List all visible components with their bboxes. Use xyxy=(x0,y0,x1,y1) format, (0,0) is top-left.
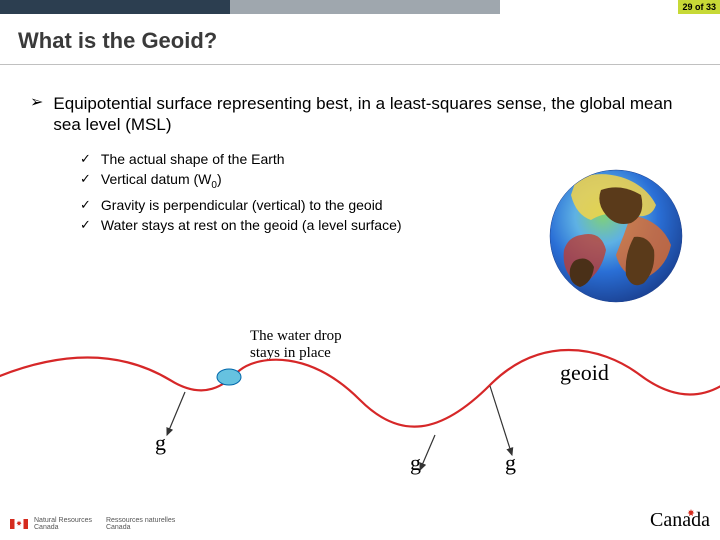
gravity-arrow xyxy=(420,435,435,470)
topbar-segment-dark xyxy=(0,0,230,14)
canada-wordmark: Canada xyxy=(650,509,710,532)
nrcan-text-fr: Ressources naturelles Canada xyxy=(106,517,175,532)
sub-text-part: Vertical datum (W xyxy=(101,171,211,187)
sub-bullet-text: Water stays at rest on the geoid (a leve… xyxy=(101,216,402,234)
sub-bullet-text: Vertical datum (W0) xyxy=(101,170,222,195)
check-icon: ✓ xyxy=(80,196,91,214)
content-area: ➢ Equipotential surface representing bes… xyxy=(0,65,720,234)
nrcan-line: Natural Resources xyxy=(34,517,92,525)
nrcan-line: Canada xyxy=(34,524,92,532)
check-icon: ✓ xyxy=(80,150,91,168)
arrow-bullet-icon: ➢ xyxy=(30,93,43,113)
title-area: What is the Geoid? xyxy=(0,14,720,64)
check-icon: ✓ xyxy=(80,170,91,188)
globe-illustration xyxy=(546,165,686,307)
sub-bullet-text: The actual shape of the Earth xyxy=(101,150,285,168)
wordmark-flag-icon xyxy=(685,508,697,520)
canada-flag-icon xyxy=(10,519,28,529)
top-bar: 29 of 33 xyxy=(0,0,720,14)
gravity-arrow xyxy=(167,392,185,435)
geoid-curve xyxy=(0,350,720,427)
slide-title: What is the Geoid? xyxy=(18,28,702,54)
topbar-segment-grey xyxy=(230,0,500,14)
page-counter: 29 of 33 xyxy=(678,0,720,14)
nrcan-line: Ressources naturelles xyxy=(106,517,175,525)
nrcan-text-en: Natural Resources Canada xyxy=(34,517,92,532)
gravity-arrows xyxy=(167,386,512,470)
nrcan-line: Canada xyxy=(106,524,175,532)
water-drop-icon xyxy=(217,369,241,385)
gravity-arrow xyxy=(490,386,512,455)
sub-text-part: ) xyxy=(217,171,222,187)
sub-bullet-text: Gravity is perpendicular (vertical) to t… xyxy=(101,196,383,214)
topbar-segment-white: 29 of 33 xyxy=(500,0,720,14)
check-icon: ✓ xyxy=(80,216,91,234)
main-bullet-text: Equipotential surface representing best,… xyxy=(53,93,690,136)
main-bullet: ➢ Equipotential surface representing bes… xyxy=(30,93,690,136)
wordmark-text: Canada xyxy=(650,509,710,531)
footer: Natural Resources Canada Ressources natu… xyxy=(10,502,710,532)
geoid-diagram xyxy=(0,340,720,500)
nrcan-signature: Natural Resources Canada Ressources natu… xyxy=(10,517,175,532)
